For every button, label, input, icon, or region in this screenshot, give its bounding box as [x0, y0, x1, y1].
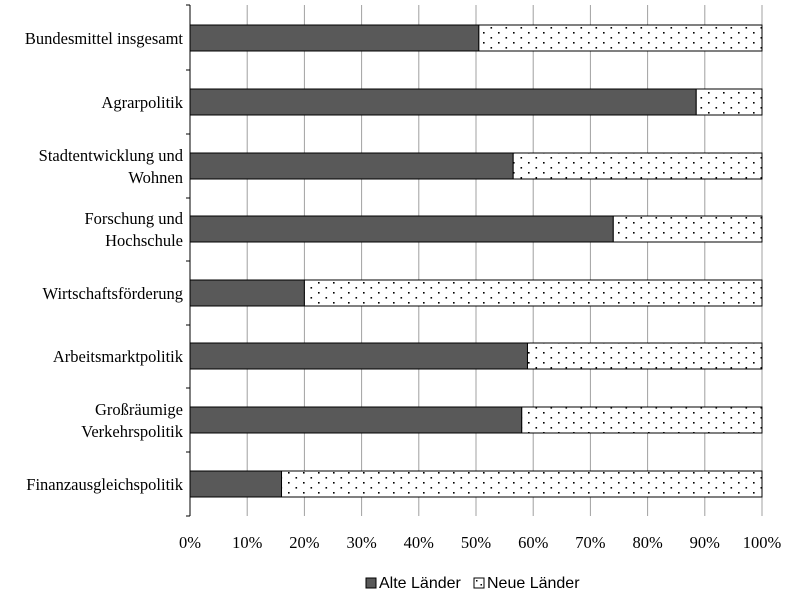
legend-swatch-neue-laender — [473, 577, 485, 589]
x-tick-label: 10% — [232, 533, 263, 552]
category-label: Wirtschaftsförderung — [43, 284, 183, 303]
x-tick-label: 100% — [743, 533, 782, 552]
category-label: Hochschule — [105, 231, 183, 250]
bar-alte-laender — [189, 342, 528, 370]
bar-neue-laender — [695, 88, 763, 116]
bar-neue-laender — [521, 406, 763, 434]
x-tick-label: 70% — [575, 533, 606, 552]
x-tick-label: 0% — [179, 533, 201, 552]
x-tick-label: 60% — [518, 533, 549, 552]
category-label: Stadtentwicklung und — [39, 146, 184, 165]
x-tick-label: 90% — [690, 533, 721, 552]
legend-swatch-dot — [476, 580, 478, 582]
category-label: Arbeitsmarktpolitik — [53, 347, 184, 366]
legend: Alte Länder Neue Länder — [365, 575, 580, 592]
gridlines — [246, 5, 763, 516]
bar-alte-laender — [189, 24, 480, 52]
x-tick-label: 80% — [632, 533, 663, 552]
legend-label: Neue Länder — [487, 575, 580, 592]
x-tick-label: 20% — [289, 533, 320, 552]
bar-neue-laender — [281, 470, 763, 498]
bar-neue-laender — [478, 24, 763, 52]
category-label: Agrarpolitik — [101, 93, 183, 112]
legend-swatch-alte-laender — [365, 577, 377, 589]
bar-neue-laender — [526, 342, 763, 370]
bar-alte-laender — [189, 406, 523, 434]
legend-swatch-dot — [480, 584, 482, 586]
category-label: Finanzausgleichspolitik — [26, 475, 183, 494]
legend-label: Alte Länder — [379, 575, 462, 592]
category-label: Forschung und — [84, 209, 183, 228]
category-label: Wohnen — [128, 168, 183, 187]
bar-neue-laender — [612, 215, 763, 243]
category-label: Verkehrspolitik — [81, 422, 183, 441]
x-tick-label: 30% — [346, 533, 377, 552]
x-tick-label: 40% — [404, 533, 435, 552]
bar-alte-laender — [189, 279, 305, 307]
bar-neue-laender — [512, 152, 763, 180]
bar-alte-laender — [189, 470, 283, 498]
x-tick-label: 50% — [461, 533, 492, 552]
bar-alte-laender — [189, 215, 614, 243]
axes — [186, 4, 191, 517]
category-label: Bundesmittel insgesamt — [25, 29, 184, 48]
bar-alte-laender — [189, 152, 514, 180]
labels: Bundesmittel insgesamt Agrarpolitik Stadte… — [25, 29, 782, 552]
bars — [189, 24, 763, 498]
bar-neue-laender — [303, 279, 763, 307]
bar-alte-laender — [189, 88, 697, 116]
category-label: Großräumige — [95, 400, 183, 419]
